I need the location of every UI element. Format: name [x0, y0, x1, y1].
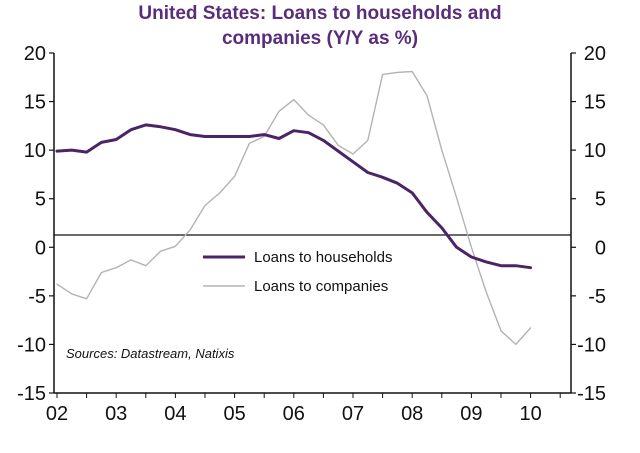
- y-tick-label-left: 0: [35, 237, 46, 259]
- y-tick-label-left: -15: [17, 383, 46, 405]
- y-tick-label-left: -10: [17, 334, 46, 356]
- x-tick-label: 09: [460, 403, 482, 425]
- y-tick-label-right: 5: [595, 189, 606, 211]
- series-layer: [55, 70, 533, 346]
- y-tick-label-right: 0: [595, 237, 606, 259]
- x-tick-label: 07: [342, 403, 364, 425]
- y-tick-label-left: 20: [24, 43, 46, 65]
- axes: [53, 53, 572, 394]
- y-tick-label-right: 20: [584, 43, 606, 65]
- legend-label-households: Loans to households: [254, 249, 392, 266]
- legend-label-companies: Loans to companies: [254, 278, 388, 295]
- y-tick-label-right: -10: [577, 334, 606, 356]
- tick-marks: [49, 52, 576, 398]
- series-line-households: [55, 123, 533, 270]
- x-tick-label: 04: [164, 403, 186, 425]
- chart-title-line-1: United States: Loans to households and: [138, 3, 502, 24]
- y-tick-label-right: -5: [588, 286, 606, 308]
- y-tick-label-left: 10: [24, 140, 46, 162]
- x-tick-label: 02: [46, 403, 68, 425]
- y-tick-label-right: -15: [577, 383, 606, 405]
- y-tick-label-left: 15: [24, 92, 46, 114]
- series-line-companies: [56, 70, 532, 346]
- source-note: Sources: Datastream, Natixis: [66, 346, 235, 361]
- x-tick-label: 03: [105, 403, 127, 425]
- y-tick-label-right: 10: [584, 140, 606, 162]
- y-tick-label-right: 15: [584, 92, 606, 114]
- legend: Loans to households Loans to companies: [203, 249, 392, 295]
- x-tick-label: 05: [223, 403, 245, 425]
- chart-title-line-2: companies (Y/Y as %): [221, 28, 419, 49]
- x-tick-label: 10: [519, 403, 541, 425]
- x-tick-label: 08: [401, 403, 423, 425]
- y-tick-label-left: 5: [35, 189, 46, 211]
- y-tick-label-left: -5: [28, 286, 46, 308]
- x-tick-label: 06: [283, 403, 305, 425]
